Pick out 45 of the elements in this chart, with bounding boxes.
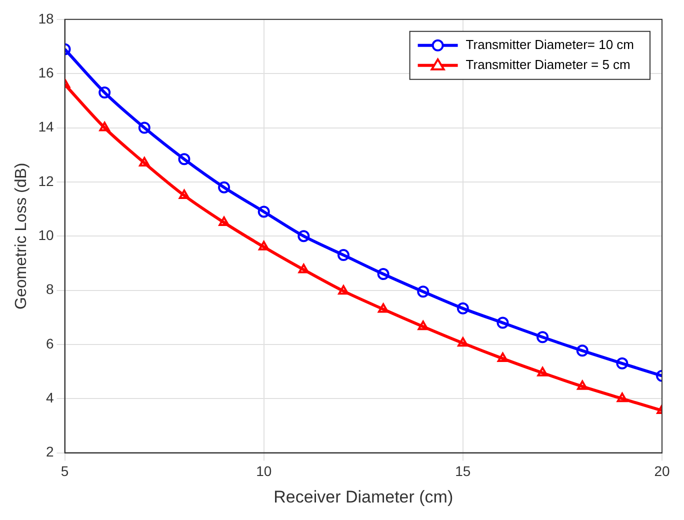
point xyxy=(99,122,110,132)
point xyxy=(258,240,270,250)
point xyxy=(178,153,190,166)
y-tick-label: 4 xyxy=(46,389,54,406)
point xyxy=(456,302,469,314)
y-tick-label: 6 xyxy=(46,335,54,352)
point xyxy=(218,216,230,226)
point xyxy=(377,268,390,280)
y-tick-label: 18 xyxy=(38,10,54,26)
point xyxy=(178,189,190,199)
point xyxy=(616,357,628,370)
point xyxy=(298,264,309,274)
point xyxy=(616,392,628,402)
point xyxy=(218,181,230,194)
x-axis-title: Receiver Diameter (cm) xyxy=(274,487,454,506)
point xyxy=(496,316,509,329)
y-tick-label: 10 xyxy=(38,226,54,243)
x-tick-label: 10 xyxy=(256,463,272,480)
legend-label: Transmitter Diameter= 10 cm xyxy=(466,36,634,52)
point xyxy=(139,156,150,166)
point xyxy=(378,303,389,313)
point xyxy=(138,122,150,134)
legend-label: Transmitter Diameter = 5 cm xyxy=(466,56,630,72)
x-tick-label: 20 xyxy=(654,463,670,480)
y-tick-label: 16 xyxy=(38,64,54,80)
point xyxy=(537,366,548,376)
y-axis-title: Geometric Loss (dB) xyxy=(13,162,30,310)
x-tick-label: 5 xyxy=(60,463,69,480)
y-tick-label: 8 xyxy=(46,281,54,298)
point xyxy=(576,344,588,357)
point xyxy=(417,286,430,298)
point xyxy=(258,206,270,218)
point xyxy=(337,249,350,262)
y-tick-label: 14 xyxy=(38,118,54,135)
point xyxy=(298,230,310,242)
y-tick-label: 12 xyxy=(38,172,54,189)
point xyxy=(458,337,468,347)
point xyxy=(497,352,508,362)
point xyxy=(98,86,111,99)
point xyxy=(338,285,349,295)
point xyxy=(418,320,428,330)
point xyxy=(536,331,549,344)
x-tick-label: 15 xyxy=(455,463,471,480)
point xyxy=(577,380,588,390)
y-tick-label: 2 xyxy=(46,444,54,460)
